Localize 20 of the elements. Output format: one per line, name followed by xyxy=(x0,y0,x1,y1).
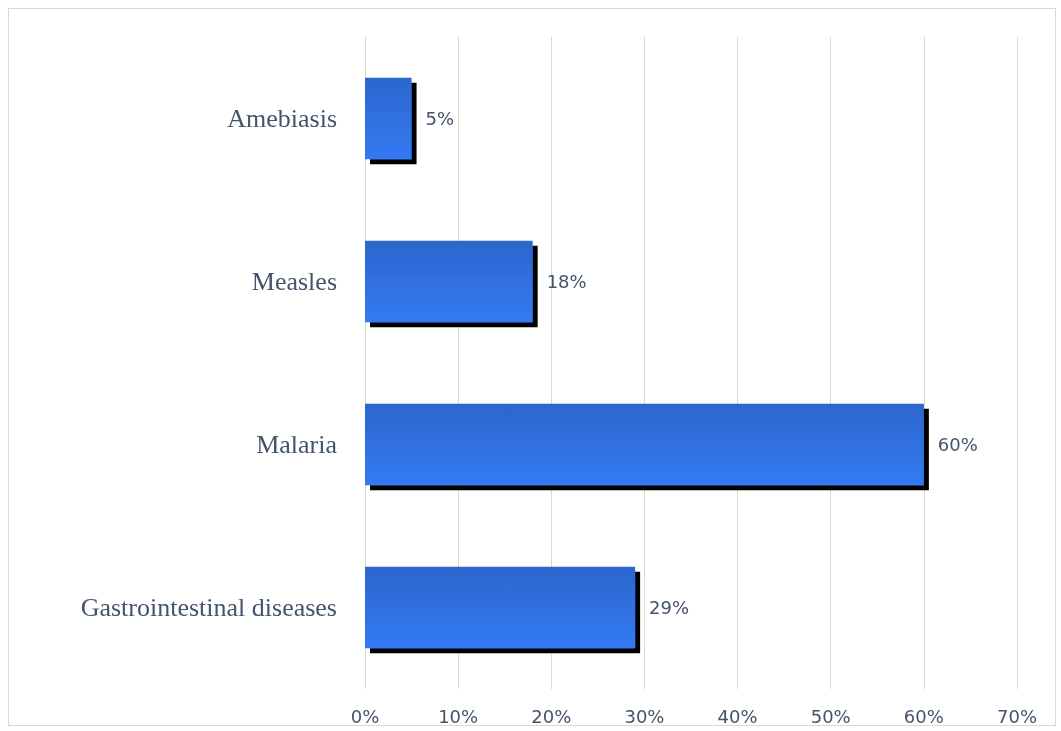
x-tick-label: 40% xyxy=(717,705,758,727)
bar xyxy=(365,240,533,323)
x-tick-label: 60% xyxy=(903,705,944,727)
x-tick-label: 0% xyxy=(350,705,380,727)
data-label: 29% xyxy=(649,597,690,618)
y-tick-label: Gastrointestinal diseases xyxy=(80,593,337,622)
data-label: 5% xyxy=(425,108,455,129)
y-tick-label: Malaria xyxy=(256,430,338,459)
x-tick-label: 50% xyxy=(810,705,851,727)
x-tick-label: 30% xyxy=(624,705,665,727)
x-tick-label: 10% xyxy=(438,705,479,727)
y-tick-label: Measles xyxy=(251,267,337,296)
bar xyxy=(365,403,924,486)
y-tick-label: Amebiasis xyxy=(227,104,337,133)
x-tick-label: 20% xyxy=(531,705,572,727)
data-label: 18% xyxy=(546,271,587,292)
data-label: 60% xyxy=(937,434,978,455)
x-tick-label: 70% xyxy=(996,705,1038,727)
bar xyxy=(365,77,412,160)
bar xyxy=(365,566,636,649)
